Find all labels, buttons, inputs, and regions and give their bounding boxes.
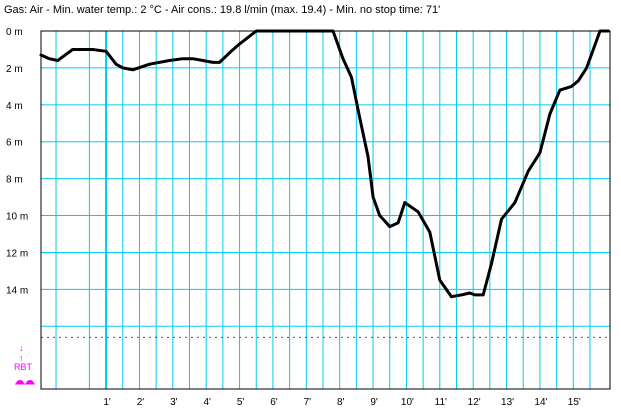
x-tick-label: 10': [401, 397, 414, 408]
diver-icon: [15, 380, 35, 385]
y-tick-label: 14 m: [6, 285, 28, 296]
x-tick-label: 1': [103, 397, 111, 408]
x-tick-label: 12': [468, 397, 481, 408]
dive-summary-header: Gas: Air - Min. water temp.: 2 °C - Air …: [4, 4, 441, 16]
x-tick-label: 6': [270, 397, 278, 408]
x-tick-label: 13': [501, 397, 514, 408]
y-tick-label: 6 m: [6, 138, 23, 149]
x-axis-tick-labels: 1' 2' 3' 4' 5' 6' 7' 8' 9' 10' 11' 12' 13' 14' 15': [103, 397, 581, 408]
y-tick-label: 10 m: [6, 212, 28, 223]
x-tick-label: 15': [568, 397, 581, 408]
horizontal-gridlines: [41, 67, 610, 327]
y-tick-label: 0 m: [6, 27, 23, 38]
x-tick-label: 7': [304, 397, 312, 408]
vertical-gridlines: [55, 31, 591, 389]
rbt-marker: ↓ ↑ RBT: [14, 343, 35, 385]
plot-frame: [40, 30, 611, 390]
y-tick-label: 12 m: [6, 248, 28, 259]
x-tick-label: 8': [337, 397, 345, 408]
y-tick-label: 4 m: [6, 101, 23, 112]
x-tick-label: 5': [237, 397, 245, 408]
arrow-up-icon: ↑: [19, 353, 24, 363]
rbt-label: RBT: [14, 362, 33, 372]
x-tick-label: 3': [170, 397, 178, 408]
x-tick-label: 2': [137, 397, 145, 408]
x-tick-label: 4': [203, 397, 211, 408]
arrow-down-icon: ↓: [19, 343, 24, 353]
x-tick-label: 14': [534, 397, 547, 408]
y-tick-label: 2 m: [6, 64, 23, 75]
y-axis-tick-labels: 0 m 2 m 4 m 6 m 8 m 10 m 12 m 14 m: [6, 27, 28, 296]
plot-background: [41, 31, 610, 389]
x-tick-label: 9': [370, 397, 378, 408]
y-tick-label: 8 m: [6, 175, 23, 186]
x-tick-label: 11': [435, 397, 447, 408]
dive-profile-line: [39, 29, 610, 299]
